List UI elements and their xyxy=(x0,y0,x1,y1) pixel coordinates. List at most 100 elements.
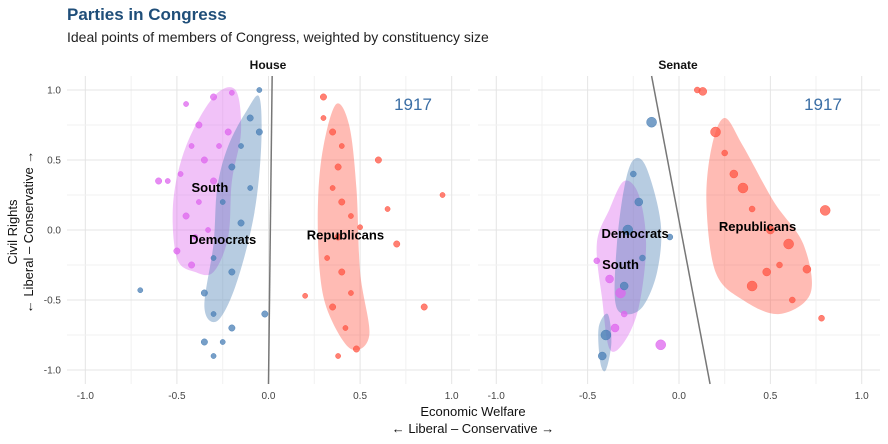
point-south xyxy=(192,234,199,240)
point-democrats xyxy=(237,219,245,227)
point-republicans xyxy=(324,255,330,261)
panel-title-senate: Senate xyxy=(658,58,698,72)
point-democrats xyxy=(598,351,607,361)
point-republicans xyxy=(439,192,446,198)
divider-line-house xyxy=(267,75,273,385)
point-republicans xyxy=(348,290,354,296)
point-republicans xyxy=(776,261,783,269)
point-democrats xyxy=(261,310,269,318)
year-label-house: 1917 xyxy=(394,95,432,114)
group-label: South xyxy=(191,180,228,195)
point-south xyxy=(188,261,196,269)
point-republicans xyxy=(329,185,336,191)
y-axis-sublabel: ← Liberal – Conservative → xyxy=(21,151,36,314)
density-region-south xyxy=(596,180,647,352)
y-tick-label: -0.5 xyxy=(44,296,62,307)
point-democrats xyxy=(666,233,674,241)
point-republicans xyxy=(348,213,354,219)
point-democrats xyxy=(200,338,208,346)
axis-ticks-house: -1.0 -0.5 0.0 0.5 1.0 1.0 0.5 0.0 -0.5 -1.0 xyxy=(44,86,459,403)
group-labels-senate: Democrats South Republicans xyxy=(602,219,797,272)
point-democrats xyxy=(622,224,634,236)
group-label: Republicans xyxy=(719,219,796,234)
point-republicans xyxy=(338,198,346,206)
point-south xyxy=(224,128,232,136)
point-democrats xyxy=(228,163,236,171)
point-republicans xyxy=(320,93,327,101)
point-south xyxy=(177,171,184,177)
point-south xyxy=(155,177,163,185)
density-region-republicans xyxy=(706,118,812,315)
point-republicans xyxy=(748,205,756,213)
density-region-democrats xyxy=(204,95,262,323)
point-south xyxy=(188,143,195,149)
point-republicans xyxy=(357,224,363,231)
x-tick-label: 1.0 xyxy=(855,391,869,402)
panel-senate: Senate 1917 Democrats South Republicans -1… xyxy=(478,58,880,402)
point-republicans xyxy=(721,149,728,157)
point-south xyxy=(605,274,614,284)
group-label: Democrats xyxy=(189,232,256,247)
points-senate xyxy=(593,86,831,361)
group-label: Democrats xyxy=(602,226,669,241)
point-democrats xyxy=(228,324,236,332)
x-axis-sublabel: ← Liberal – Conservative → xyxy=(392,421,555,436)
point-republicans xyxy=(320,115,327,121)
point-republicans xyxy=(334,233,342,241)
y-tick-label: 0.0 xyxy=(47,226,61,237)
y-tick-label: -1.0 xyxy=(44,366,62,377)
y-tick-label: 0.5 xyxy=(47,156,61,167)
density-region-democrats xyxy=(598,313,612,372)
panel-house: House 1917 South Democrats Republicans -1.… xyxy=(44,58,470,402)
point-republicans xyxy=(737,182,749,194)
point-republicans xyxy=(374,156,382,164)
point-democrats xyxy=(639,254,646,262)
x-tick-label: 0.5 xyxy=(763,391,777,402)
x-tick-label: -0.5 xyxy=(579,391,597,402)
point-democrats xyxy=(246,114,254,122)
point-democrats xyxy=(210,255,217,261)
density-regions-senate xyxy=(596,118,812,372)
group-label: South xyxy=(602,257,639,272)
group-labels-house: South Democrats Republicans xyxy=(189,180,384,247)
point-democrats xyxy=(200,289,208,297)
point-south xyxy=(182,212,190,220)
point-republicans xyxy=(789,296,796,304)
divider-line-senate xyxy=(650,75,711,385)
point-republicans xyxy=(393,240,401,248)
x-tick-label: 0.0 xyxy=(262,391,276,402)
point-south xyxy=(216,143,222,149)
point-south xyxy=(196,199,202,205)
group-label: Republicans xyxy=(307,228,384,243)
grid-senate xyxy=(478,76,880,384)
point-democrats xyxy=(619,281,629,291)
point-democrats xyxy=(137,287,144,294)
point-south xyxy=(210,93,217,101)
point-republicans xyxy=(302,292,308,299)
point-south xyxy=(210,177,217,185)
point-democrats xyxy=(219,339,226,345)
x-axis-label: Economic Welfare xyxy=(420,404,525,419)
density-region-republicans xyxy=(317,103,370,351)
point-republicans xyxy=(746,280,758,292)
y-axis-label: Civil Rights xyxy=(5,199,20,265)
point-republicans xyxy=(819,205,831,216)
point-south xyxy=(610,323,620,333)
point-democrats xyxy=(256,87,263,93)
point-south xyxy=(205,227,211,233)
point-south xyxy=(620,310,628,318)
point-republicans xyxy=(766,225,775,235)
x-tick-label: 1.0 xyxy=(445,391,459,402)
point-south xyxy=(164,178,171,184)
grid-house xyxy=(67,76,470,384)
point-south xyxy=(200,156,208,164)
point-south xyxy=(655,339,666,351)
point-south xyxy=(183,101,189,107)
point-republicans xyxy=(710,126,721,138)
x-tick-label: -0.5 xyxy=(168,391,186,402)
point-republicans xyxy=(729,169,739,179)
point-democrats xyxy=(219,199,226,205)
point-republicans xyxy=(698,87,708,96)
point-republicans xyxy=(818,314,825,322)
